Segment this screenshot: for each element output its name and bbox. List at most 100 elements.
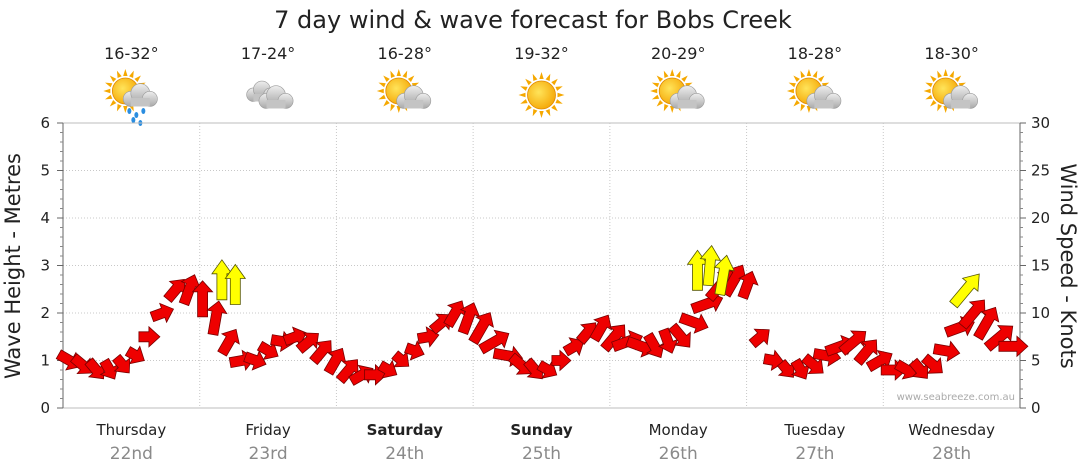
wind-arrow bbox=[478, 329, 510, 355]
wind-arrow bbox=[295, 332, 319, 354]
cloud-shape bbox=[806, 85, 842, 109]
sun-ray bbox=[134, 75, 141, 82]
cloud-shape bbox=[943, 85, 978, 109]
sun-cloud-icon bbox=[376, 69, 432, 113]
right-tick-label: 30 bbox=[1031, 114, 1050, 132]
wind-arrow bbox=[983, 325, 1014, 352]
right-tick-label: 20 bbox=[1031, 209, 1050, 227]
wind-arrow bbox=[243, 350, 267, 371]
credit-label: www.seabreeze.com.au bbox=[897, 392, 1015, 403]
sun-ray bbox=[390, 104, 396, 112]
sun-ray bbox=[651, 94, 660, 100]
sun-ray bbox=[650, 88, 658, 94]
sun-ray bbox=[525, 104, 532, 112]
temperature-label: 16-28° bbox=[378, 44, 433, 63]
swell-arrow bbox=[699, 244, 722, 287]
sun-ray bbox=[949, 70, 955, 78]
sun-ray bbox=[557, 92, 565, 98]
sun-ray bbox=[402, 70, 408, 78]
sun-ray bbox=[103, 88, 111, 94]
sun-ray bbox=[109, 75, 117, 82]
sun-ray bbox=[396, 69, 401, 76]
wind-arrow bbox=[562, 337, 585, 357]
wind-arrow bbox=[416, 326, 440, 348]
right-tick-label: 5 bbox=[1031, 352, 1041, 370]
wind-arrow bbox=[69, 353, 93, 375]
left-tick-label: 4 bbox=[40, 209, 50, 227]
cloud-shape bbox=[396, 85, 432, 109]
temperature-label: 16-32° bbox=[104, 44, 159, 63]
sun-ray bbox=[954, 75, 962, 82]
wind-arrows bbox=[55, 264, 1029, 386]
sun-ray bbox=[551, 78, 558, 86]
swell-arrow bbox=[713, 254, 735, 297]
temperature-labels: 16-32° 17-24° 16-28° 19-32° 20-29° 18-28° 18-3… bbox=[104, 44, 979, 63]
wind-arrow bbox=[973, 306, 1000, 341]
wind-arrow bbox=[998, 335, 1029, 358]
sun-ray bbox=[923, 88, 931, 94]
wind-arrow bbox=[853, 339, 878, 366]
sun-ray bbox=[793, 100, 800, 107]
temperature-label: 18-30° bbox=[924, 44, 979, 63]
day-date-label: 25th bbox=[522, 444, 561, 464]
wind-arrow bbox=[737, 270, 759, 300]
day-name-label: Sunday bbox=[510, 421, 573, 439]
wind-arrow bbox=[138, 325, 161, 348]
wind-arrow bbox=[932, 340, 961, 363]
sun-ray bbox=[407, 75, 415, 82]
wind-arrow bbox=[468, 312, 494, 346]
cloud-shape bbox=[258, 85, 294, 109]
cloud-icon bbox=[246, 80, 294, 109]
sun-ray bbox=[937, 70, 942, 78]
sun-ray bbox=[123, 106, 128, 113]
wind-arrow bbox=[217, 328, 240, 357]
temperature-label: 20-29° bbox=[651, 44, 706, 63]
wind-arrow bbox=[838, 330, 867, 356]
left-tick-label: 5 bbox=[40, 162, 50, 180]
sun-ray bbox=[943, 69, 948, 76]
sun-ray bbox=[532, 108, 538, 117]
right-tick-label: 15 bbox=[1031, 257, 1050, 275]
left-axis: 0 1 2 3 4 5 6 bbox=[40, 114, 64, 417]
swell-markers bbox=[211, 244, 980, 309]
right-axis: 0 5 10 15 20 25 30 bbox=[1019, 114, 1050, 417]
sun-ray bbox=[116, 104, 122, 112]
sun-ray bbox=[943, 106, 948, 113]
sun-ray bbox=[376, 88, 384, 94]
sun-ray bbox=[378, 94, 386, 100]
wind-arrow bbox=[309, 340, 332, 366]
sun-ray bbox=[663, 104, 669, 112]
day-name-label: Wednesday bbox=[908, 421, 995, 439]
right-axis-label: Wind Speed - Knots bbox=[1056, 163, 1080, 368]
wind-arrow bbox=[206, 300, 228, 336]
sun-ray bbox=[817, 75, 825, 82]
raindrop bbox=[127, 108, 132, 114]
sun-ray bbox=[930, 100, 937, 107]
sun-ray bbox=[663, 70, 669, 78]
wind-arrow bbox=[551, 349, 572, 372]
sun-cloud-rain-icon bbox=[103, 69, 158, 126]
sun-ray bbox=[930, 75, 937, 82]
wind-arrow bbox=[589, 314, 613, 343]
sun-ray bbox=[105, 94, 113, 100]
weather-icons bbox=[103, 69, 978, 126]
wind-arrow bbox=[748, 328, 770, 349]
sun-ray bbox=[532, 73, 538, 82]
sun-ray bbox=[670, 106, 675, 113]
wind-arrow bbox=[149, 302, 175, 324]
left-tick-label: 2 bbox=[40, 304, 50, 322]
sun-ray bbox=[545, 108, 551, 117]
left-tick-label: 6 bbox=[40, 114, 50, 132]
sun-ray bbox=[925, 94, 933, 100]
day-date-label: 26th bbox=[659, 444, 698, 464]
sun-cloud-icon bbox=[923, 69, 978, 113]
sun-ray bbox=[129, 70, 134, 78]
raindrop bbox=[134, 112, 139, 118]
sun-ray bbox=[539, 111, 544, 118]
right-tick-label: 0 bbox=[1031, 399, 1041, 417]
temperature-label: 17-24° bbox=[241, 44, 296, 63]
sun-ray bbox=[551, 104, 558, 112]
day-date-label: 22nd bbox=[110, 444, 153, 464]
swell-arrow bbox=[224, 263, 247, 305]
